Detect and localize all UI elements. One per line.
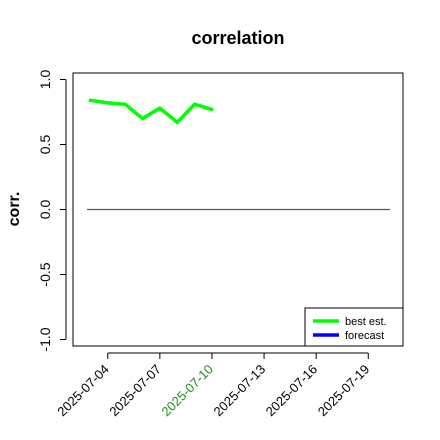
y-tick-label: 1.0 — [37, 70, 53, 90]
y-tick-label: -1.0 — [37, 327, 53, 351]
series-line-best-est — [88, 98, 214, 125]
legend-label-forecast: forecast — [345, 330, 384, 342]
x-tick-label: 2025-07-16 — [263, 362, 321, 420]
axes: -1.0-0.50.00.51.02025-07-042025-07-07202… — [37, 70, 372, 420]
y-tick-label: -0.5 — [37, 262, 53, 286]
chart-title: correlation — [191, 28, 284, 48]
legend: best est. forecast — [304, 307, 404, 347]
x-tick-label: 2025-07-13 — [211, 362, 269, 420]
plot-frame — [72, 72, 404, 347]
x-tick-label: 2025-07-19 — [315, 362, 373, 420]
x-tick-label: 2025-07-07 — [106, 362, 164, 420]
legend-box — [304, 307, 404, 347]
legend-label-best-est: best est. — [345, 316, 387, 328]
y-tick-label: 0.5 — [37, 135, 53, 155]
x-tick-label: 2025-07-10 — [158, 362, 216, 420]
y-axis-label: corr. — [6, 192, 23, 227]
x-tick-label: 2025-07-04 — [54, 362, 112, 420]
y-tick-label: 0.0 — [37, 200, 53, 220]
series-layer — [87, 98, 390, 211]
